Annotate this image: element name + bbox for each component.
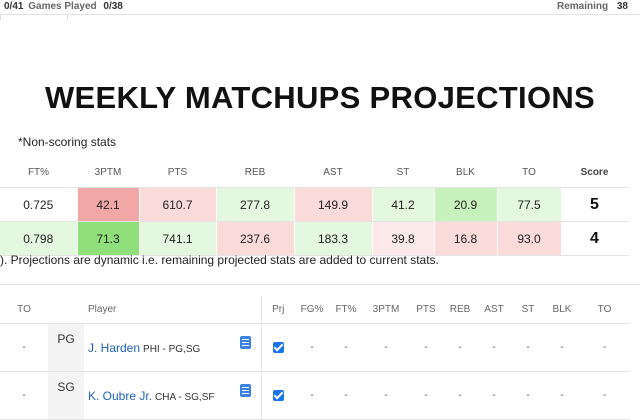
- header-3ptm: 3PTM: [77, 158, 139, 188]
- top-stats-bar: 0/41 Games Played 0/38 Remaining 38: [0, 0, 640, 15]
- remaining-label: Remaining: [556, 1, 609, 12]
- left-count: 0/41: [4, 1, 24, 12]
- stat-cell: 149.9: [294, 187, 373, 222]
- header-blk: BLK: [434, 158, 497, 188]
- stat-cell: 20.9: [434, 187, 498, 222]
- section-divider: [0, 284, 640, 285]
- stat-cell: -: [443, 371, 477, 420]
- header-ft-pct: FT%: [0, 158, 77, 188]
- header-pts: PTS: [139, 158, 216, 188]
- page-title: WEEKLY MATCHUPS PROJECTIONS: [44, 80, 596, 115]
- stat-cell: 39.8: [372, 221, 435, 256]
- header-to: TO: [497, 158, 561, 188]
- roster-row: - SG K. Oubre Jr. CHA - SG,SF - - - - - -…: [0, 371, 630, 420]
- player-notes-icon[interactable]: [239, 384, 251, 397]
- roster-header-player[interactable]: Player: [84, 296, 261, 324]
- stat-cell: 0.725: [0, 187, 78, 222]
- player-team-position: CHA - SG,SF: [155, 391, 215, 403]
- stat-cell: -: [409, 323, 443, 372]
- roster-row: - PG J. Harden PHI - PG,SG - - - - - - - …: [0, 323, 630, 372]
- stat-cell: 183.3: [294, 221, 373, 256]
- roster-header-to: TO: [0, 296, 48, 324]
- player-team-position: PHI - PG,SG: [143, 343, 201, 355]
- stat-cell: -: [409, 371, 443, 420]
- stat-cell: -: [363, 323, 409, 372]
- position-slot[interactable]: PG: [48, 323, 84, 372]
- roster-header-row: TO Player Prj FG% FT% 3PTM PTS REB AST S…: [0, 296, 630, 324]
- stat-cell: 71.3: [77, 221, 140, 256]
- projection-row: 0.798 71.3 741.1 237.6 183.3 39.8 16.8 9…: [0, 221, 629, 256]
- stat-cell: -: [579, 371, 630, 420]
- roster-header-pts[interactable]: PTS: [409, 296, 443, 324]
- roster-table: TO Player Prj FG% FT% 3PTM PTS REB AST S…: [0, 296, 630, 420]
- roster-header-ft-pct[interactable]: FT%: [329, 296, 363, 324]
- projections-header-row: FT% 3PTM PTS REB AST ST BLK TO Score: [0, 158, 628, 188]
- player-notes-icon[interactable]: [239, 336, 251, 349]
- stat-cell: -: [295, 323, 329, 372]
- roster-header-to2[interactable]: TO: [579, 296, 630, 324]
- stat-cell: 42.1: [77, 187, 140, 222]
- stat-cell: 277.8: [216, 187, 295, 222]
- roster-header-blk[interactable]: BLK: [545, 296, 579, 324]
- stat-cell: -: [477, 323, 511, 372]
- stat-cell: -: [545, 323, 579, 372]
- player-name-link[interactable]: K. Oubre Jr.: [88, 388, 153, 403]
- non-scoring-note: *Non-scoring stats: [18, 135, 117, 149]
- stat-cell: 77.5: [497, 187, 562, 222]
- score-cell: 5: [561, 187, 629, 222]
- position-slot[interactable]: SG: [48, 371, 84, 420]
- header-reb: REB: [216, 158, 294, 188]
- projections-footnote: ). Projections are dynamic i.e. remainin…: [0, 253, 439, 267]
- divider: [67, 14, 68, 20]
- stat-cell: -: [579, 323, 630, 372]
- roster-to-cell: -: [0, 371, 48, 420]
- header-ast: AST: [294, 158, 372, 188]
- stat-cell: 741.1: [139, 221, 217, 256]
- games-played-label: Games Played: [28, 1, 97, 12]
- stat-cell: 16.8: [434, 221, 498, 256]
- player-cell: J. Harden PHI - PG,SG: [84, 323, 261, 372]
- stat-cell: -: [363, 371, 409, 420]
- games-played-value: 0/38: [103, 1, 123, 12]
- score-cell: 4: [561, 221, 629, 256]
- stat-cell: 41.2: [372, 187, 435, 222]
- projection-checkbox[interactable]: [272, 389, 284, 401]
- roster-header-3ptm[interactable]: 3PTM: [363, 296, 409, 324]
- stat-cell: -: [477, 371, 511, 420]
- projection-row: 0.725 42.1 610.7 277.8 149.9 41.2 20.9 7…: [0, 187, 629, 222]
- remaining-value: 38: [616, 1, 628, 12]
- stat-cell: -: [295, 371, 329, 420]
- header-st: ST: [372, 158, 434, 188]
- stat-cell: 610.7: [139, 187, 217, 222]
- header-score: Score: [561, 158, 628, 188]
- roster-header-reb[interactable]: REB: [443, 296, 477, 324]
- roster-header-fg-pct[interactable]: FG%: [295, 296, 329, 324]
- player-name-link[interactable]: J. Harden: [88, 340, 141, 355]
- stat-cell: -: [329, 323, 363, 372]
- stat-cell: -: [511, 323, 545, 372]
- roster-header-prj: Prj: [260, 296, 295, 324]
- stat-cell: -: [545, 371, 579, 420]
- stat-cell: -: [443, 323, 477, 372]
- stat-cell: -: [329, 371, 363, 420]
- projection-toggle-cell: [260, 371, 295, 420]
- projection-checkbox[interactable]: [272, 341, 284, 353]
- roster-header-st[interactable]: ST: [511, 296, 545, 324]
- roster-header-pos: [48, 296, 84, 324]
- games-played-summary: 0/41 Games Played 0/38: [4, 0, 123, 13]
- projections-table: FT% 3PTM PTS REB AST ST BLK TO Score 0.7…: [0, 158, 629, 256]
- projection-toggle-cell: [260, 323, 295, 372]
- stat-cell: 0.798: [0, 221, 78, 256]
- remaining-summary: Remaining 38: [557, 0, 628, 13]
- stat-cell: 237.6: [216, 221, 295, 256]
- stat-cell: 93.0: [497, 221, 562, 256]
- stat-cell: -: [511, 371, 545, 420]
- player-cell: K. Oubre Jr. CHA - SG,SF: [84, 371, 261, 420]
- divider: [0, 14, 1, 20]
- roster-header-ast[interactable]: AST: [477, 296, 511, 324]
- roster-to-cell: -: [0, 323, 48, 372]
